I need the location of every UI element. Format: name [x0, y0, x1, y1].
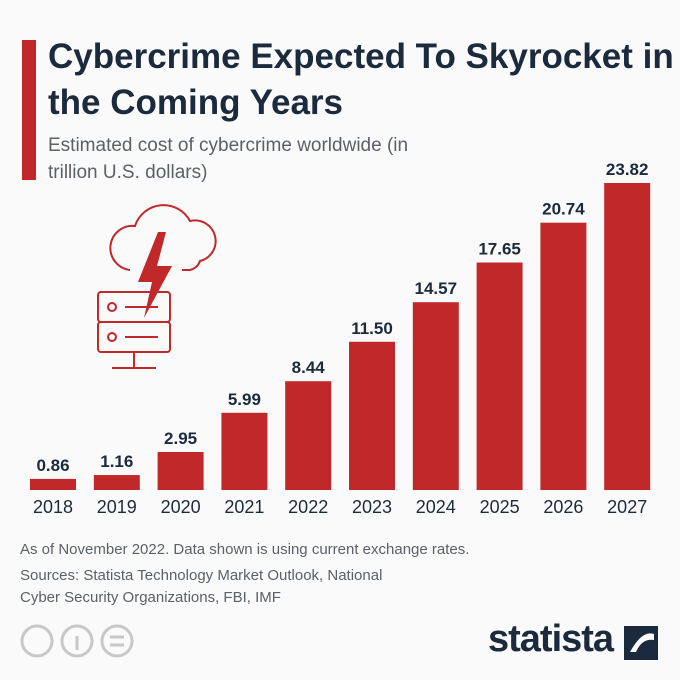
x-tick-label: 2026 [543, 497, 583, 517]
bar [476, 262, 523, 490]
bar [30, 478, 76, 490]
bar [157, 451, 204, 490]
chart-subtitle: Estimated cost of cybercrime worldwide (… [48, 135, 409, 183]
value-label: 8.44 [292, 358, 326, 377]
value-label: 5.99 [228, 390, 261, 409]
value-label: 11.50 [351, 319, 393, 338]
bar [349, 341, 395, 490]
x-tick-label: 2023 [352, 497, 392, 517]
bar [540, 222, 587, 491]
note: As of November 2022. Data shown is using… [20, 541, 470, 558]
chart-title: Cybercrime Expected To Skyrocket in the … [48, 37, 674, 122]
bar [93, 475, 140, 490]
value-label: 23.82 [606, 160, 649, 179]
x-tick-label: 2021 [224, 497, 264, 517]
value-label: 2.95 [164, 429, 197, 448]
x-tick-label: 2020 [161, 497, 201, 517]
value-label: 0.86 [36, 456, 69, 475]
x-tick-label: 2027 [607, 497, 647, 517]
lightning [138, 232, 172, 318]
accent-bar [22, 40, 36, 180]
value-label: 17.65 [478, 240, 521, 259]
brand-logo [624, 626, 658, 660]
source: Sources: Statista Technology Market Outl… [20, 567, 383, 606]
value-label: 14.57 [415, 279, 458, 298]
x-tick-label: 2022 [288, 497, 328, 517]
value-label: 1.16 [100, 452, 133, 471]
value-label: 20.74 [542, 200, 585, 219]
brand: statista [488, 618, 614, 660]
bar [412, 302, 459, 490]
x-tick-label: 2019 [97, 497, 137, 517]
x-tick-label: 2024 [416, 497, 456, 517]
icon [97, 204, 217, 369]
cc-icons [20, 624, 134, 658]
x-tick-label: 2018 [33, 497, 73, 517]
x-tick-label: 2025 [480, 497, 520, 517]
bar [285, 381, 332, 490]
bar [604, 183, 651, 490]
bar [221, 412, 268, 490]
